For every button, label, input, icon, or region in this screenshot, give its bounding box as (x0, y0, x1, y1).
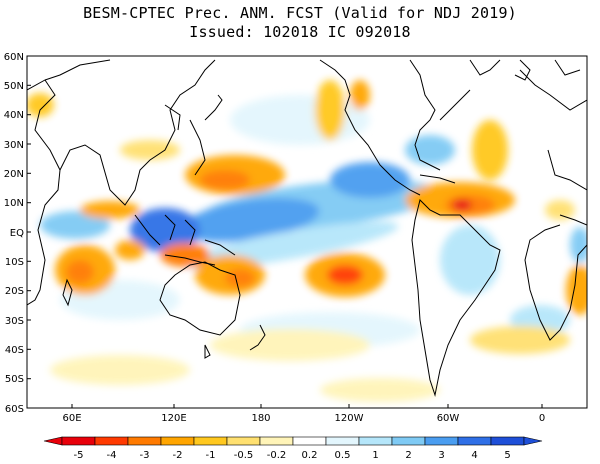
lat-label: 50S (5, 374, 24, 385)
colorbar-label: 2 (405, 450, 411, 461)
colorbar-label: 0.5 (335, 450, 351, 461)
colorbar-cell (325, 436, 360, 446)
colorbar-cell (193, 436, 228, 446)
colorbar-cell (358, 436, 393, 446)
colorbar-arrow-left (43, 436, 63, 446)
chart-title: BESM-CPTEC Prec. ANM. FCST (Valid for ND… (83, 4, 517, 22)
colorbar: -5 -4 -3 -2 -1 -0.5 -0.2 0.2 0.5 1 2 3 4 5 (43, 436, 543, 461)
colorbar-label: 0.2 (302, 450, 318, 461)
colorbar-cell (94, 436, 129, 446)
colorbar-label: -3 (140, 450, 150, 461)
colorbar-label: -0.5 (234, 450, 254, 461)
colorbar-cell (259, 436, 294, 446)
lat-label: 60S (5, 404, 24, 415)
colorbar-cell (61, 436, 96, 446)
lat-label: 40S (5, 345, 24, 356)
colorbar-cell (391, 436, 426, 446)
colorbar-label: 5 (504, 450, 510, 461)
lat-label: 20N (4, 169, 24, 180)
anomaly-field (27, 59, 587, 402)
lat-labels: 60N 50N 40N 30N 20N 10N EQ 10S 20S 30S 4… (4, 52, 24, 415)
lat-label: 40N (4, 110, 24, 121)
lat-label: 30N (4, 140, 24, 151)
colorbar-label: -0.2 (267, 450, 287, 461)
colorbar-cell (424, 436, 459, 446)
colorbar-cells (43, 436, 543, 446)
colorbar-label: -2 (173, 450, 183, 461)
lat-label: 50N (4, 81, 24, 92)
lat-label: 10N (4, 198, 24, 209)
colorbar-cell (292, 436, 327, 446)
lat-label: 20S (5, 286, 24, 297)
lon-label: 60W (437, 413, 460, 424)
lat-ticks (27, 55, 31, 409)
lon-label: 60E (62, 413, 81, 424)
colorbar-label: -5 (74, 450, 84, 461)
lat-label: 30S (5, 316, 24, 327)
coastlines (27, 59, 587, 397)
lon-ticks (71, 404, 543, 408)
colorbar-label: -1 (206, 450, 216, 461)
colorbar-cell (226, 436, 261, 446)
lat-label: 60N (4, 52, 24, 63)
lon-label: 0 (539, 413, 545, 424)
colorbar-label: -4 (107, 450, 117, 461)
colorbar-label: 3 (438, 450, 444, 461)
colorbar-cell (457, 436, 492, 446)
lon-label: 120E (161, 413, 186, 424)
colorbar-cell (490, 436, 525, 446)
colorbar-cell (127, 436, 162, 446)
colorbar-labels: -5 -4 -3 -2 -1 -0.5 -0.2 0.2 0.5 1 2 3 4 5 (74, 450, 511, 461)
chart-subtitle: Issued: 102018 IC 092018 (189, 23, 411, 41)
lon-labels: 60E 120E 180 120W 60W 0 (62, 413, 545, 424)
colorbar-arrow-right (523, 436, 543, 446)
lat-label: 10S (5, 257, 24, 268)
colorbar-label: 1 (372, 450, 378, 461)
lon-label: 120W (335, 413, 364, 424)
colorbar-cell (160, 436, 195, 446)
lon-label: 180 (251, 413, 270, 424)
lat-label: EQ (10, 228, 24, 239)
colorbar-label: 4 (471, 450, 477, 461)
